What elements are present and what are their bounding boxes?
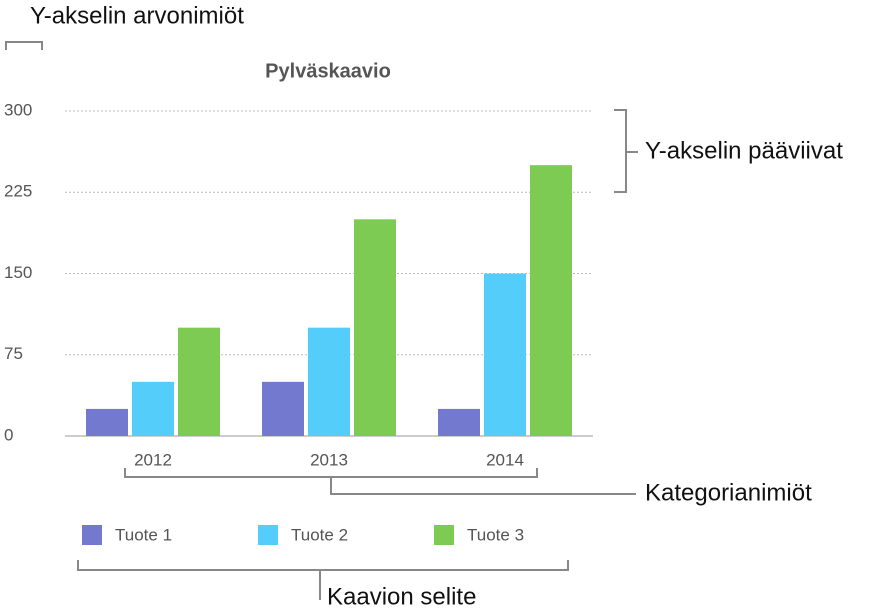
legend-label: Tuote 3 (467, 525, 524, 544)
x-tick-label: 2013 (310, 450, 348, 469)
legend-label: Tuote 2 (291, 525, 348, 544)
annotation: Y-akselin pääviivat (645, 137, 843, 164)
bar (262, 381, 304, 436)
bar (484, 273, 526, 436)
bracket (614, 109, 638, 193)
legend-swatch (434, 525, 454, 545)
bar (308, 327, 350, 436)
bar (438, 408, 480, 436)
y-tick-label: 75 (4, 344, 23, 363)
legend-label: Tuote 1 (115, 525, 172, 544)
annotation: Kaavion selite (327, 583, 476, 610)
bracket (77, 560, 569, 600)
bracket (124, 468, 636, 495)
y-tick-label: 0 (4, 425, 13, 444)
legend-swatch (82, 525, 102, 545)
bar (86, 408, 128, 436)
y-tick-label: 225 (4, 182, 32, 201)
y-tick-label: 150 (4, 263, 32, 282)
y-tick-label: 300 (4, 100, 32, 119)
x-tick-label: 2012 (134, 450, 172, 469)
chart-title: Pylväskaavio (265, 60, 391, 82)
x-tick-label: 2014 (486, 450, 524, 469)
annotation: Y-akselin arvonimiöt (30, 2, 244, 29)
bracket (5, 41, 43, 50)
bar (530, 165, 572, 436)
bar (354, 219, 396, 436)
legend-swatch (258, 525, 278, 545)
bar (178, 327, 220, 436)
annotation: Kategorianimiöt (645, 479, 812, 506)
bar (132, 381, 174, 436)
